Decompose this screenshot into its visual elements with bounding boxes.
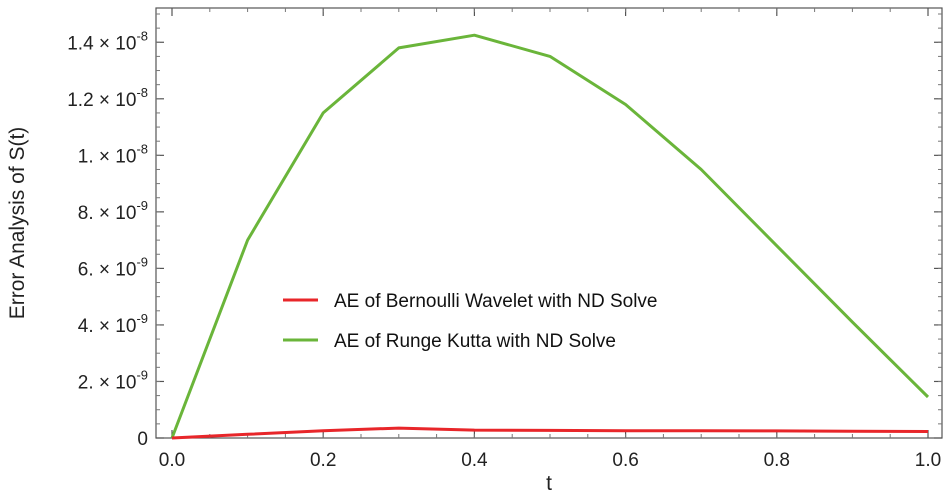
legend-label-bernoulli: AE of Bernoulli Wavelet with ND Solve xyxy=(334,291,657,312)
plot-area-border xyxy=(155,7,943,439)
y-axis-ticks: 0 2. × 10-9 4. × 10-9 6. × 10-9 8. × 10-9 1. … xyxy=(67,13,942,450)
x-tick-label: 0.0 xyxy=(159,450,185,471)
series-lines xyxy=(170,33,930,440)
legend: AE of Bernoulli Wavelet with ND Solve AE… xyxy=(283,291,657,352)
legend-label-runge-kutta: AE of Runge Kutta with ND Solve xyxy=(334,331,616,352)
x-tick-label: 0.6 xyxy=(612,450,638,471)
series-line-bernoulli xyxy=(171,426,929,440)
x-axis-label: t xyxy=(546,472,552,495)
y-tick-label: 6. × 10-9 xyxy=(78,254,148,280)
y-tick-label: 0 xyxy=(137,429,148,450)
y-tick-label: 4. × 10-9 xyxy=(78,311,148,337)
y-tick-label: 8. × 10-9 xyxy=(78,198,148,224)
y-axis-label: Error Analysis of S(t) xyxy=(6,127,29,320)
x-axis-ticks: 0.0 0.2 0.4 0.6 0.8 1.0 xyxy=(159,8,941,471)
x-tick-label: 0.8 xyxy=(764,450,790,471)
series-line-runge-kutta xyxy=(170,33,930,439)
x-tick-label: 0.4 xyxy=(461,450,488,471)
y-tick-label: 1.2 × 10-8 xyxy=(67,85,148,111)
y-tick-label: 2. × 10-9 xyxy=(78,367,148,393)
plot-frame xyxy=(155,7,943,439)
x-tick-label: 0.2 xyxy=(310,450,336,471)
y-tick-label: 1.4 × 10-8 xyxy=(67,28,148,54)
y-tick-label: 1. × 10-8 xyxy=(78,141,148,167)
x-tick-label: 1.0 xyxy=(915,450,941,471)
